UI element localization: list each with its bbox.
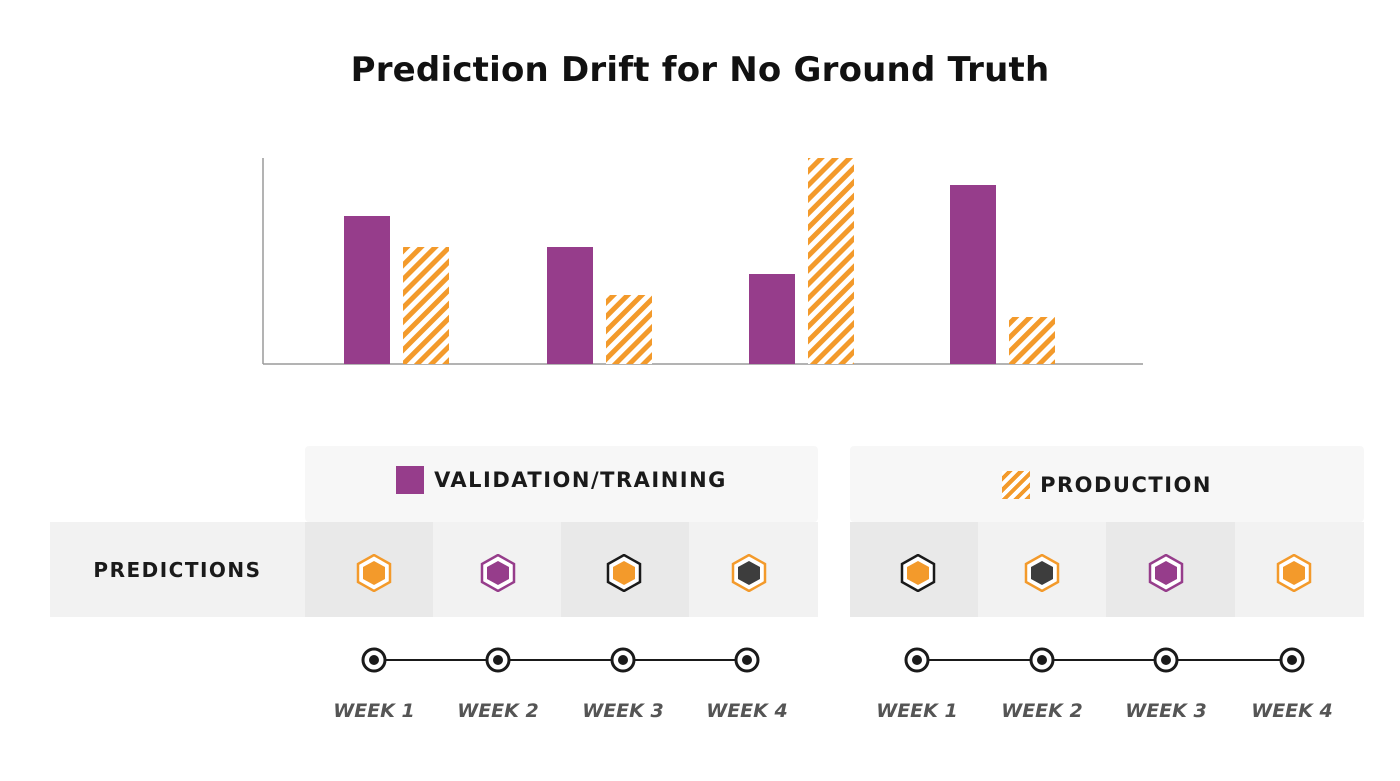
validation-bar (547, 247, 593, 364)
timeline-dot-icon (736, 649, 758, 671)
validation-bar (950, 185, 996, 364)
timeline-dot-icon (487, 649, 509, 671)
predictions-row-label: PREDICTIONS (50, 522, 305, 617)
hex-purple-icon (1148, 554, 1184, 592)
hex-orange-dark-outline-icon (900, 554, 936, 592)
production-bar (808, 158, 854, 364)
week-label: WEEK 3 (1106, 700, 1226, 722)
timeline-dot-icon (1031, 649, 1053, 671)
legend-validation-label: VALIDATION/TRAINING (434, 468, 727, 492)
week-label: WEEK 1 (314, 700, 434, 722)
week-label: WEEK 4 (1232, 700, 1352, 722)
hex-orange-icon (356, 554, 392, 592)
production-bar (403, 247, 449, 364)
hex-orange-icon (1276, 554, 1312, 592)
week-label: WEEK 2 (982, 700, 1102, 722)
timeline-dot-icon (612, 649, 634, 671)
bar-chart (0, 0, 1400, 400)
validation-bar (344, 216, 390, 364)
legend-production-label: PRODUCTION (1040, 473, 1212, 497)
production-bar (606, 295, 652, 364)
timeline-dot-icon (1155, 649, 1177, 671)
week-label: WEEK 1 (857, 700, 977, 722)
timeline-dot-icon (1281, 649, 1303, 671)
production-bar (1009, 317, 1055, 364)
week-label: WEEK 2 (438, 700, 558, 722)
validation-swatch (396, 466, 424, 494)
legend-production: PRODUCTION (850, 469, 1364, 501)
hex-purple-icon (480, 554, 516, 592)
week-label: WEEK 4 (687, 700, 807, 722)
hex-dark-orange-outline-icon (1024, 554, 1060, 592)
week-label: WEEK 3 (563, 700, 683, 722)
production-swatch (1002, 471, 1030, 499)
legend-validation: VALIDATION/TRAINING (305, 464, 818, 496)
timeline-dot-icon (363, 649, 385, 671)
hex-dark-orange-outline-icon (731, 554, 767, 592)
timeline-dot-icon (906, 649, 928, 671)
hex-orange-dark-outline-icon (606, 554, 642, 592)
validation-bar (749, 274, 795, 364)
